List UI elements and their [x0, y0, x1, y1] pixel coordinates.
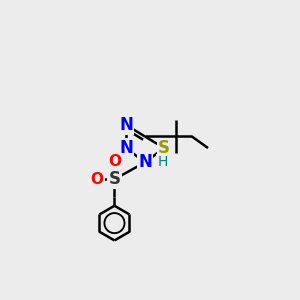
Text: S: S [109, 170, 121, 188]
Text: O: O [91, 172, 104, 187]
Text: O: O [108, 154, 121, 169]
Text: N: N [119, 139, 133, 157]
Text: N: N [138, 153, 152, 171]
Text: S: S [158, 139, 170, 157]
Text: N: N [119, 116, 133, 134]
Text: H: H [157, 155, 168, 170]
